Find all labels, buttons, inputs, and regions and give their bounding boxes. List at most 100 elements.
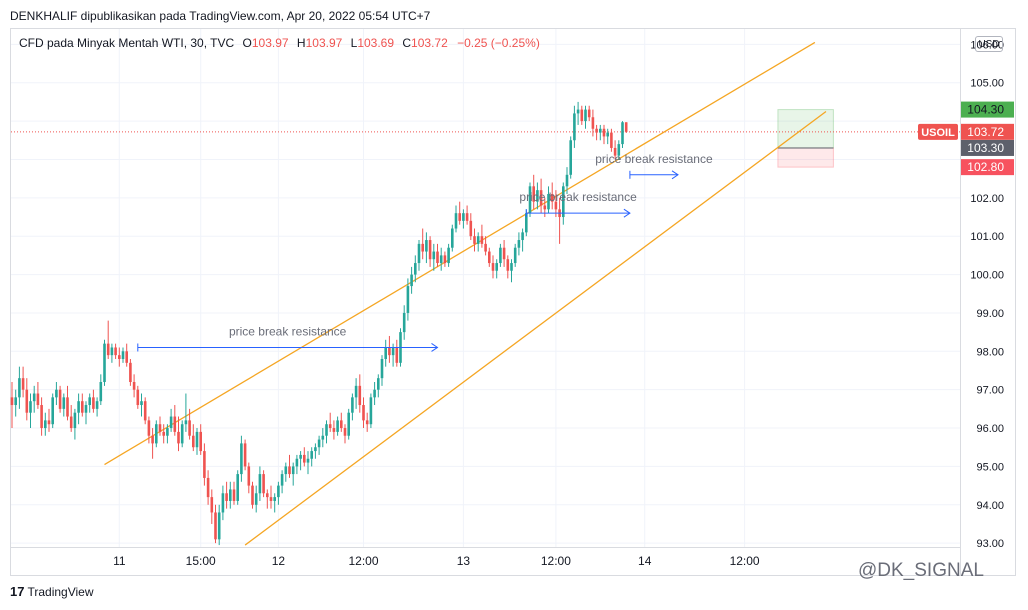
candle-body — [377, 378, 380, 390]
candle-body — [184, 420, 188, 425]
candle-body — [547, 193, 550, 210]
annotation-arrow-head — [623, 208, 631, 218]
x-tick-label: 13 — [457, 554, 471, 568]
candle-body — [410, 274, 413, 287]
candle-body — [210, 497, 214, 513]
candle-body — [462, 213, 465, 221]
channel-line[interactable] — [244, 110, 827, 546]
target-zone[interactable] — [777, 109, 834, 149]
ohlc-legend: CFD pada Minyak Mentah WTI, 30, TVC O103… — [19, 36, 540, 50]
x-tick-label: 12:00 — [541, 554, 571, 568]
stop-zone[interactable] — [777, 147, 834, 168]
candle-body — [147, 420, 151, 436]
candle-body — [232, 489, 236, 501]
candle-body — [291, 466, 295, 475]
symbol-description: CFD pada Minyak Mentah WTI, 30, TVC — [19, 36, 235, 50]
candle-body — [51, 397, 54, 425]
candle-body — [421, 243, 424, 252]
candle-body — [624, 122, 628, 132]
tradingview-logo-text: TradingView — [27, 585, 94, 599]
candle-body — [565, 174, 569, 187]
candle-body — [391, 347, 395, 356]
candle-body — [443, 255, 447, 264]
candle-body — [536, 190, 539, 202]
candle-body — [166, 428, 169, 436]
candle-body — [617, 144, 621, 156]
x-tick-label: 12:00 — [730, 554, 760, 568]
candle-body — [221, 493, 225, 513]
currency-button[interactable]: USD — [975, 36, 1003, 52]
price-label-bg — [961, 101, 1014, 118]
candle-body — [240, 443, 243, 475]
annotation-text: price break resistance — [229, 324, 347, 338]
candle-body — [192, 435, 195, 448]
y-tick-label: 93.00 — [976, 538, 1004, 550]
annotation-arrow-head — [671, 170, 679, 180]
candle-body — [417, 243, 421, 264]
candle-body — [425, 240, 428, 252]
candle-body — [484, 243, 487, 252]
candle-body — [247, 466, 251, 486]
candle-body — [58, 389, 62, 409]
candle-body — [295, 458, 299, 467]
candle-body — [606, 132, 609, 137]
candle-body — [69, 416, 73, 429]
y-tick-label: 95.00 — [976, 461, 1004, 473]
publisher-line: DENKHALIF dipublikasikan pada TradingVie… — [10, 9, 431, 23]
candle-body — [44, 420, 47, 429]
candle-body — [402, 312, 406, 333]
candle-body — [432, 251, 436, 260]
candle-body — [258, 474, 262, 494]
symbol-tag: USOIL — [921, 127, 955, 139]
candle-body — [288, 466, 291, 475]
candle-body — [143, 401, 147, 421]
price-label-value: 102.80 — [967, 160, 1004, 174]
candle-body — [521, 232, 524, 241]
candle-body — [151, 435, 154, 444]
candle-body — [47, 420, 51, 425]
candle-body — [373, 389, 376, 398]
candle-body — [621, 122, 624, 145]
candle-body — [317, 439, 321, 448]
candle-body — [328, 424, 332, 429]
x-tick-label: 12:00 — [348, 554, 378, 568]
candle-body — [158, 424, 162, 432]
candle-body — [217, 512, 221, 540]
tradingview-logo[interactable]: 17 TradingView — [10, 584, 94, 599]
high-label: H — [296, 36, 306, 50]
candle-body — [188, 420, 191, 436]
candle-body — [299, 454, 302, 459]
candle-body — [229, 489, 232, 501]
candle-body — [251, 485, 254, 505]
channel-line[interactable] — [104, 41, 816, 466]
candle-body — [610, 132, 613, 148]
candle-body — [225, 493, 228, 501]
candle-body — [495, 263, 498, 271]
candle-body — [340, 420, 343, 429]
candle-body — [314, 447, 317, 452]
candle-body — [243, 443, 247, 467]
tradingview-logo-icon: 17 — [10, 584, 25, 599]
candle-body — [284, 466, 288, 475]
candle-body — [266, 493, 269, 498]
annotation-arrow-head — [431, 343, 439, 352]
candle-body — [480, 236, 484, 244]
candle-body — [454, 213, 458, 229]
candle-body — [428, 240, 432, 260]
price-label-value: 104.30 — [967, 103, 1004, 117]
y-tick-label: 102.00 — [970, 193, 1004, 205]
candle-body — [584, 109, 587, 122]
x-tick-label: 11 — [113, 554, 126, 568]
x-tick-label: 14 — [638, 554, 652, 568]
candle-body — [121, 351, 125, 359]
candle-body — [528, 186, 532, 214]
candle-body — [303, 454, 306, 463]
annotation-text: price break resistance — [519, 190, 637, 204]
candle-body — [277, 485, 280, 498]
y-tick-label: 100.00 — [970, 270, 1004, 282]
candle-body — [321, 435, 325, 440]
candle-body — [436, 251, 439, 264]
candle-body — [140, 401, 143, 406]
x-tick-label: 15:00 — [186, 554, 216, 568]
